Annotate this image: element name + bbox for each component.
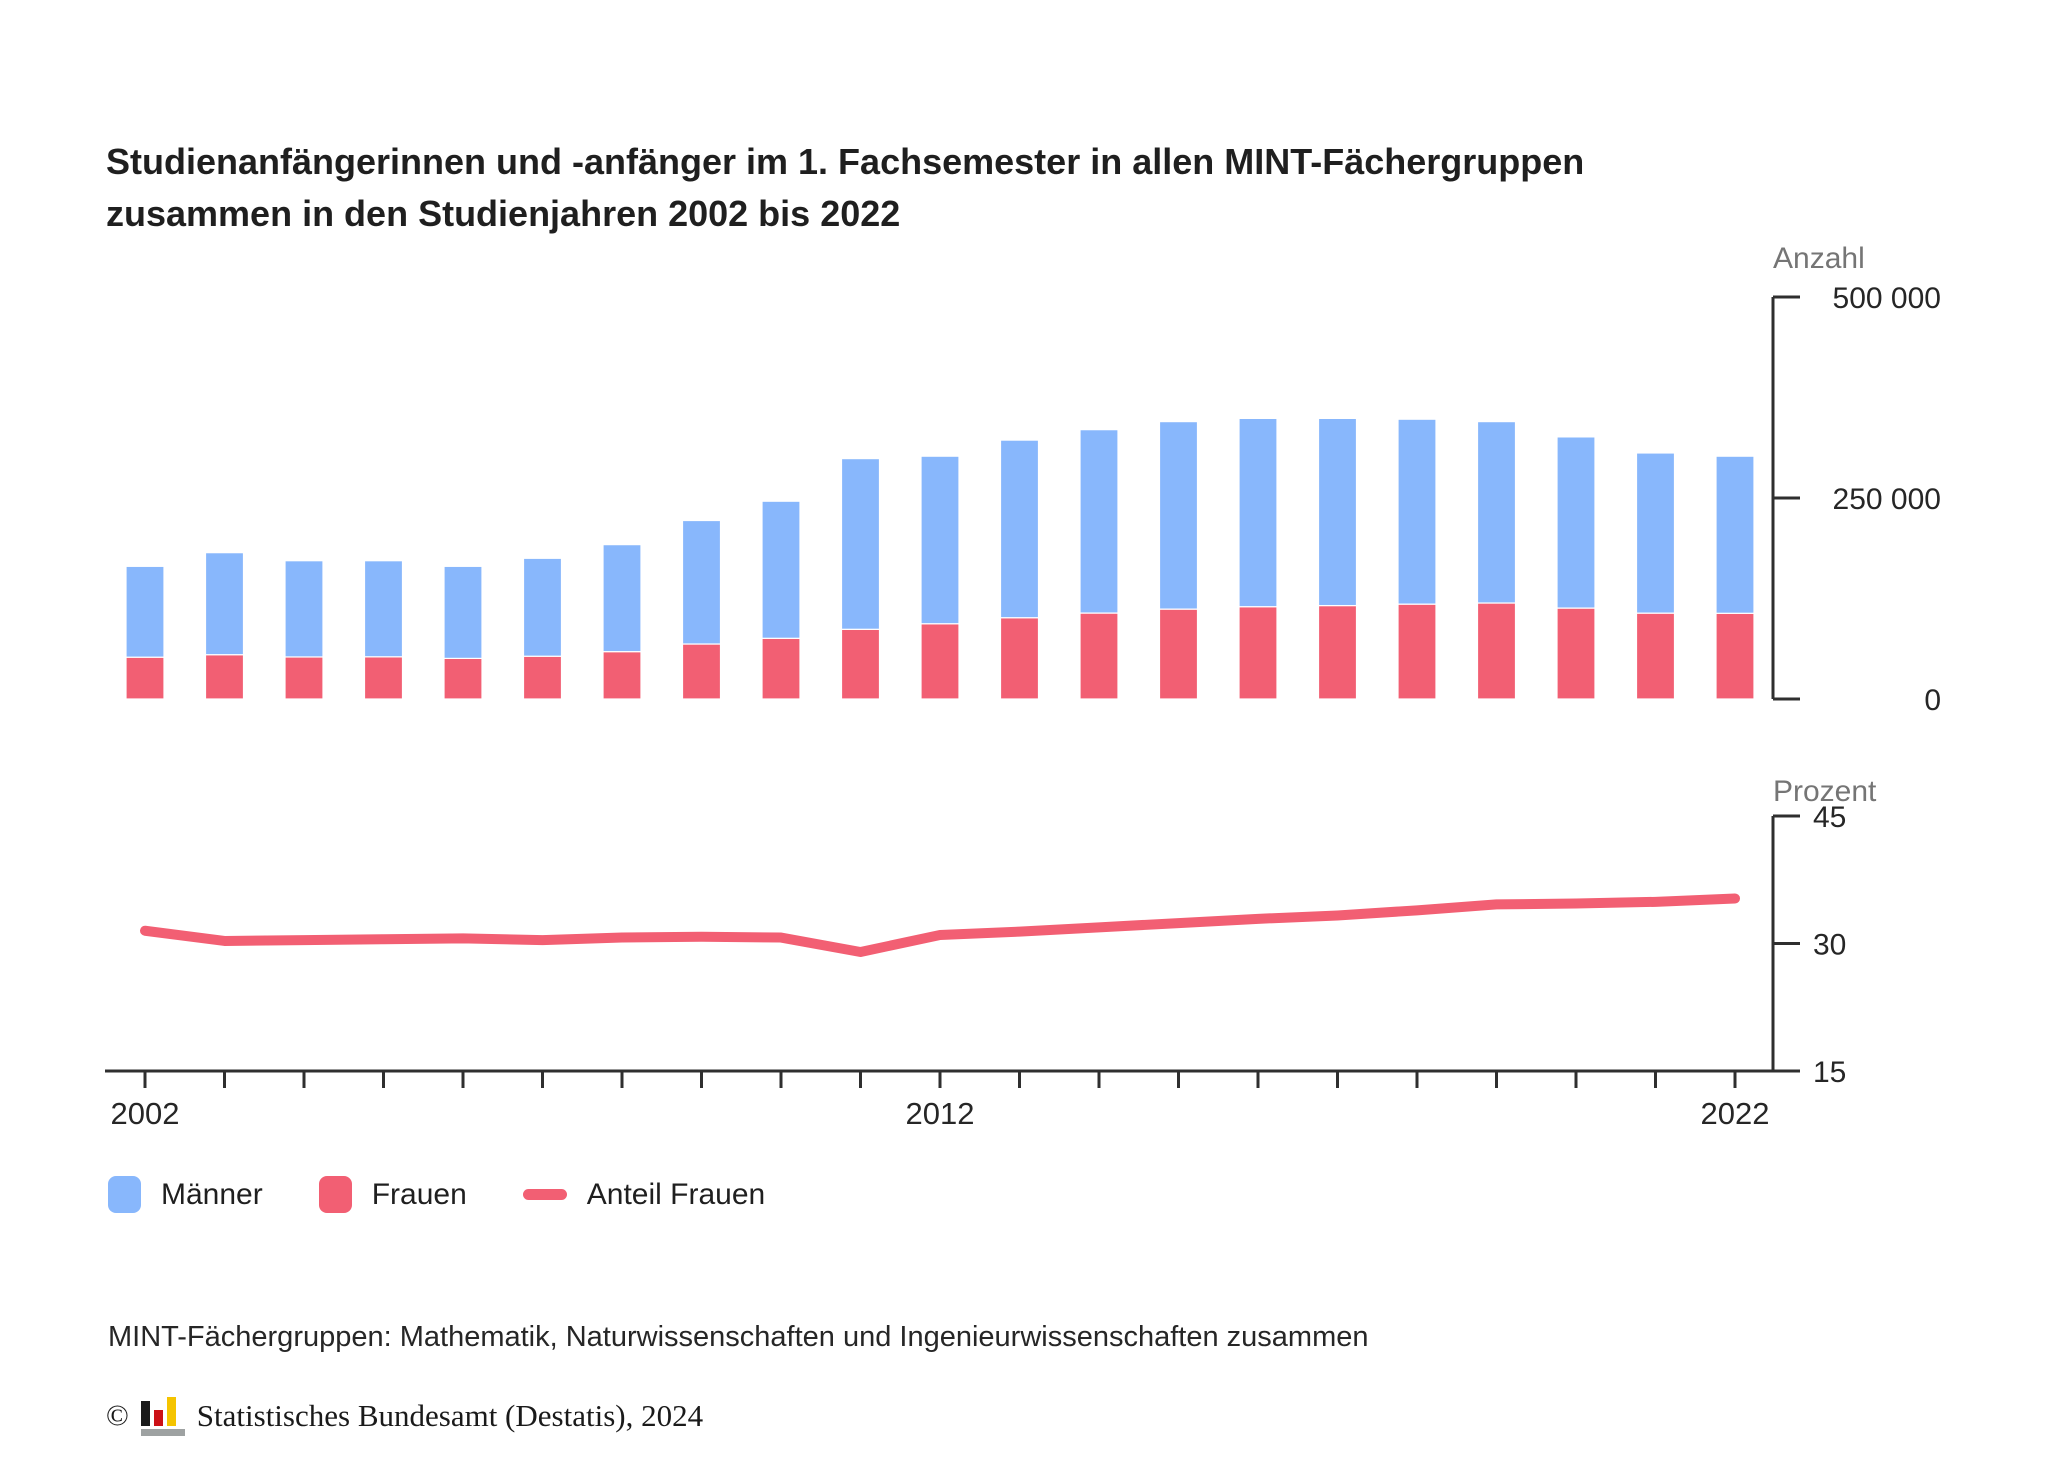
- x-tick-label-2002: 2002: [111, 1096, 180, 1131]
- legend-item-maenner: Männer: [108, 1176, 263, 1213]
- bar-frauen-2021: [1635, 612, 1676, 700]
- bar-frauen-2005: [363, 656, 404, 700]
- bar-frauen-2003: [204, 654, 245, 700]
- legend-label-maenner: Männer: [161, 1177, 263, 1211]
- bar-frauen-2010: [761, 637, 801, 700]
- bar-maenner-2007: [522, 557, 563, 657]
- bar-maenner-2014: [1079, 429, 1119, 614]
- bar-maenner-2004: [284, 560, 324, 658]
- bar-maenner-2018: [1397, 418, 1437, 605]
- bar-maenner-2010: [761, 500, 801, 639]
- bar-frauen-2009: [681, 643, 722, 700]
- bar-frauen-2014: [1079, 612, 1119, 700]
- bar-maenner-2015: [1158, 421, 1199, 610]
- anzahl-tick-label-250000: 250 000: [1833, 483, 1941, 516]
- anzahl-tick-label-0: 0: [1924, 684, 1941, 717]
- prozent-tick-label-45: 45: [1813, 801, 1846, 834]
- legend: Männer Frauen Anteil Frauen: [108, 1176, 765, 1213]
- bar-maenner-2013: [999, 439, 1040, 619]
- legend-label-anteil-frauen: Anteil Frauen: [586, 1177, 766, 1211]
- bar-maenner-2019: [1476, 421, 1517, 604]
- anzahl-unit-label: Anzahl: [1773, 242, 1865, 275]
- bar-frauen-2007: [522, 655, 563, 700]
- bar-maenner-2020: [1556, 436, 1596, 609]
- bar-maenner-2002: [125, 565, 165, 658]
- bar-maenner-2022: [1715, 455, 1755, 614]
- bar-frauen-2018: [1397, 603, 1437, 700]
- bar-frauen-2022: [1715, 612, 1755, 700]
- bar-frauen-2004: [284, 656, 324, 700]
- bar-frauen-2012: [920, 623, 960, 700]
- bar-maenner-2009: [681, 519, 722, 645]
- title-line-1: Studienanfängerinnen und -anfänger im 1.…: [106, 141, 1585, 183]
- bar-maenner-2008: [602, 544, 642, 653]
- prozent-unit-label: Prozent: [1773, 775, 1877, 808]
- legend-item-frauen: Frauen: [318, 1176, 467, 1213]
- frauen-swatch-icon: [318, 1176, 352, 1213]
- destatis-logo-icon: [140, 1396, 185, 1436]
- anzahl-tick-label-500000: 500 000: [1833, 282, 1941, 315]
- destatis-logo-bars: [140, 1396, 185, 1426]
- logo-bar-gold: [166, 1397, 176, 1426]
- bar-frauen-2016: [1238, 606, 1278, 700]
- title-line-2: zusammen in den Studienjahren 2002 bis 2…: [106, 193, 901, 235]
- logo-bar-black: [140, 1401, 150, 1426]
- x-tick-label-2022: 2022: [1701, 1096, 1770, 1131]
- bar-frauen-2002: [125, 656, 165, 700]
- bar-maenner-2017: [1317, 417, 1358, 607]
- bar-maenner-2011: [840, 458, 881, 630]
- page-title: Studienanfängerinnen und -anfänger im 1.…: [106, 136, 1584, 240]
- bar-maenner-2005: [363, 560, 404, 658]
- bar-frauen-2008: [602, 651, 642, 700]
- bar-maenner-2003: [204, 552, 245, 656]
- bar-frauen-2006: [443, 657, 483, 700]
- bar-maenner-2006: [443, 565, 483, 659]
- bar-frauen-2017: [1317, 604, 1358, 700]
- copyright-symbol: ©: [106, 1399, 129, 1432]
- source-text: Statistisches Bundesamt (Destatis), 2024: [196, 1398, 704, 1433]
- prozent-tick-label-30: 30: [1813, 929, 1846, 962]
- bar-frauen-2019: [1476, 602, 1517, 700]
- x-tick-label-2012: 2012: [906, 1096, 975, 1131]
- bar-frauen-2011: [840, 628, 881, 700]
- bar-frauen-2020: [1556, 607, 1596, 700]
- footnote: MINT-Fächergruppen: Mathematik, Naturwis…: [108, 1321, 1369, 1353]
- legend-item-anteil-frauen: Anteil Frauen: [522, 1177, 766, 1212]
- logo-bar-red: [153, 1410, 163, 1426]
- legend-label-frauen: Frauen: [371, 1177, 467, 1211]
- anteil-frauen-line-swatch-icon: [522, 1189, 567, 1200]
- prozent-tick-label-15: 15: [1813, 1056, 1846, 1089]
- logo-base-bar: [140, 1429, 185, 1436]
- source-line: © Statistisches Bundesamt (Destatis), 20…: [106, 1396, 703, 1436]
- maenner-swatch-icon: [108, 1176, 141, 1213]
- bar-maenner-2016: [1238, 417, 1278, 608]
- anteil-frauen-line: [140, 893, 1740, 957]
- bar-maenner-2012: [920, 455, 960, 625]
- bar-maenner-2021: [1635, 452, 1676, 614]
- bar-frauen-2015: [1158, 608, 1199, 700]
- bar-frauen-2013: [999, 617, 1040, 700]
